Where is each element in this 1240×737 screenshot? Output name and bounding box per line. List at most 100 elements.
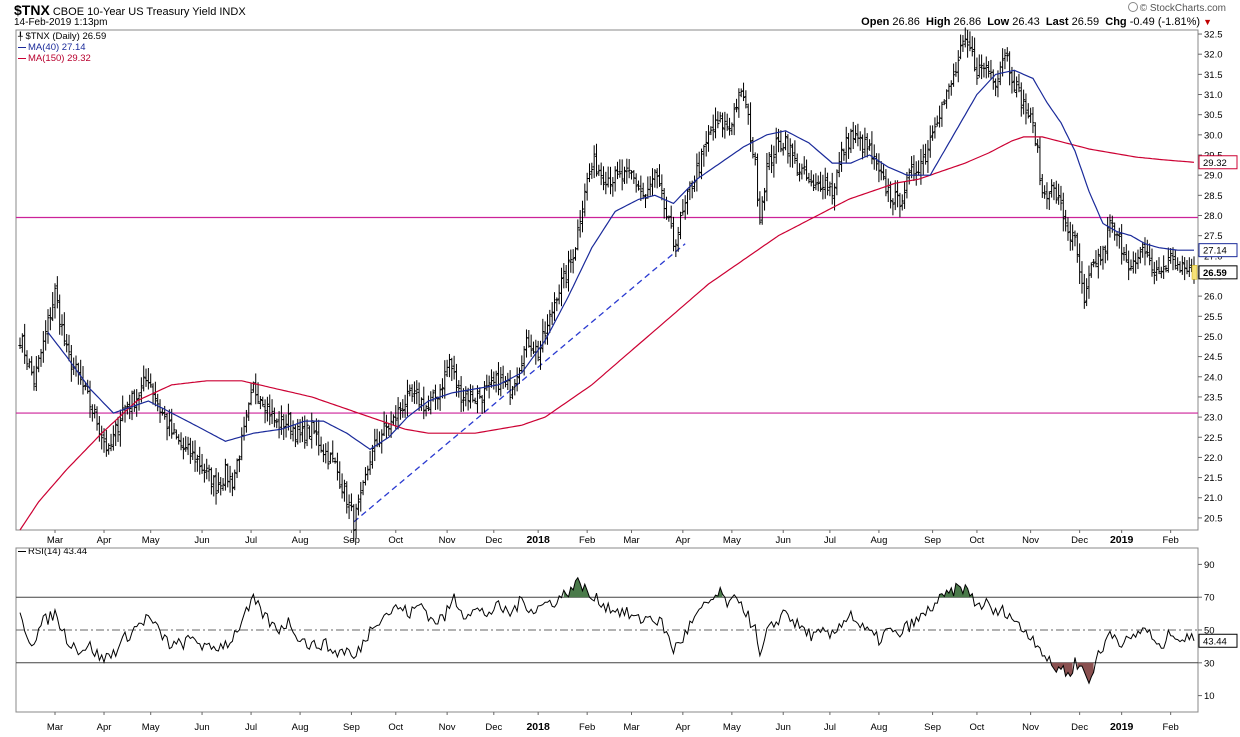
ohlc-bar (1136, 249, 1140, 270)
ohlc-bar (478, 387, 482, 399)
ohlc-bar (429, 391, 433, 415)
ohlc-bar (408, 384, 412, 397)
ohlc-bar (788, 138, 792, 168)
ohlc-bar (566, 250, 571, 292)
ohlc-bar (615, 161, 620, 180)
ohlc-bar (555, 297, 559, 312)
ohlc-bar (1117, 227, 1121, 249)
ohlc-bar (830, 172, 834, 205)
ohlc-bar (268, 394, 272, 426)
ohlc-bar (1157, 257, 1161, 275)
ohlc-bar (681, 199, 685, 216)
ohlc-bar (137, 392, 141, 411)
price-x-tick-label: 2018 (526, 534, 550, 546)
rsi-overbought-fill (939, 583, 973, 598)
price-x-tick-label: Sep (343, 535, 360, 546)
ohlc-bar (1176, 257, 1180, 271)
ohlc-bar (482, 381, 487, 413)
ohlc-bar (359, 481, 363, 512)
ohlc-bar (809, 170, 813, 187)
ohlc-bar (349, 493, 354, 512)
ohlc-bar (240, 427, 244, 461)
ohlc-bar (557, 284, 561, 305)
ohlc-bar (1180, 255, 1184, 275)
rsi-overbought-fill (563, 577, 590, 598)
ohlc-bar (884, 169, 888, 197)
ohlc-bar (522, 346, 526, 376)
ohlc-bar (179, 432, 183, 451)
ohlc-bar (398, 402, 403, 420)
ohlc-bar (853, 125, 858, 144)
ohlc-bar (39, 348, 43, 367)
ohlc-bar (718, 111, 722, 123)
ohlc-bar (783, 131, 788, 151)
ohlc-bar (373, 428, 377, 462)
rsi-x-tick-label: Apr (675, 722, 690, 733)
ohlc-bar (1082, 273, 1086, 309)
ohlc-bar (1008, 51, 1012, 86)
ohlc-bar (317, 419, 321, 456)
ohlc-bar (767, 151, 771, 171)
price-flag-label: 29.32 (1203, 158, 1227, 169)
ohlc-bar (720, 112, 725, 138)
ohlc-bar (594, 143, 599, 177)
price-x-tick-label: Jun (776, 535, 791, 546)
ohlc-bar (699, 148, 704, 180)
ohlc-bar (401, 399, 405, 418)
ohlc-bar (641, 182, 645, 200)
ohlc-bar (205, 458, 209, 480)
ohlc-bar (272, 407, 277, 428)
rsi-swatch-icon (18, 550, 26, 553)
ohlc-bar (305, 419, 309, 447)
price-x-tick-label: Aug (870, 535, 887, 546)
ohlc-bar (1003, 49, 1007, 70)
ohlc-bar (860, 134, 865, 160)
ohlc-bar (765, 152, 769, 202)
ohlc-bar (895, 180, 900, 208)
rsi-x-tick-label: Jul (824, 722, 836, 733)
ohlc-bar (457, 380, 461, 398)
ohlc-bar (951, 63, 956, 87)
ohlc-bar (928, 125, 932, 158)
ohlc-bar (158, 399, 162, 423)
ohlc-bar (1143, 237, 1147, 266)
price-x-tick-label: May (723, 535, 741, 546)
ohlc-bar (1110, 215, 1114, 233)
ohlc-bar (515, 367, 519, 392)
price-x-tick-label: Feb (579, 535, 595, 546)
ohlc-bar (496, 362, 501, 396)
ohlc-bar (44, 320, 48, 351)
ohlc-bar (228, 465, 232, 493)
ohlc-bar (921, 144, 925, 175)
price-flag-label: 27.14 (1203, 246, 1227, 257)
ohlc-bar (825, 172, 830, 196)
price-x-tick-label: Oct (970, 535, 985, 546)
ohlc-bar (762, 187, 767, 211)
ohlc-bar (706, 125, 711, 152)
ohlc-bar (1038, 137, 1042, 186)
ohlc-bar (821, 174, 825, 200)
ohlc-bar (170, 408, 174, 439)
ohlc-bar (102, 428, 106, 453)
ohlc-bar (275, 418, 279, 429)
rsi-y-tick-label: 30 (1204, 658, 1215, 669)
ohlc-bar (650, 168, 655, 197)
ohlc-bar (324, 443, 328, 464)
ohlc-bar (898, 192, 902, 218)
ohlc-bar (209, 467, 213, 495)
ohlc-bar (1127, 250, 1131, 281)
ohlc-bar (212, 475, 216, 497)
ohlc-bar (347, 494, 351, 520)
ohlc-bar (235, 458, 239, 479)
ohlc-bar (1131, 251, 1135, 274)
ohlc-bar (963, 27, 967, 48)
price-flag-box (1198, 243, 1238, 258)
ohlc-bar (263, 399, 267, 424)
rsi-x-tick-label: 2018 (526, 721, 550, 733)
ohlc-bar (445, 359, 449, 377)
rsi-x-tick-label: Mar (47, 722, 63, 733)
ohlc-bar (1036, 139, 1040, 153)
ma150-line (19, 136, 1195, 531)
ohlc-bar (800, 163, 804, 180)
ohlc-bar (230, 472, 234, 497)
